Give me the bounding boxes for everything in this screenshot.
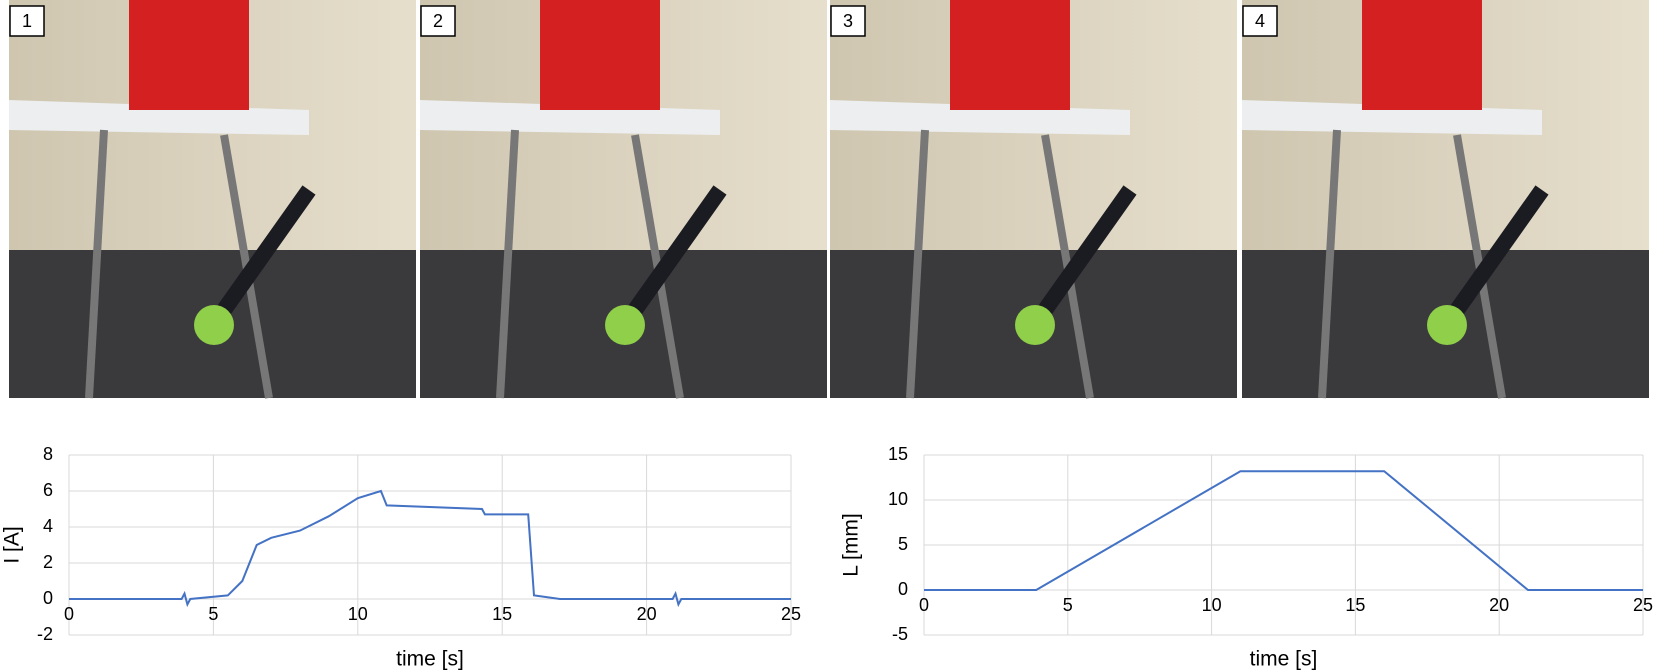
dumbbell xyxy=(1015,305,1055,345)
y-tick-label: 2 xyxy=(43,552,53,572)
dumbbell xyxy=(605,305,645,345)
robot-arm xyxy=(1038,185,1137,315)
robot-body xyxy=(1362,0,1482,110)
label-box xyxy=(830,5,866,37)
robot-arm xyxy=(217,185,316,315)
robot-body xyxy=(540,0,660,110)
x-tick-label: 10 xyxy=(1202,595,1222,615)
y-tick-label: 8 xyxy=(43,444,53,464)
y-tick-label: 10 xyxy=(888,489,908,509)
panel-label: 2 xyxy=(433,11,443,31)
x-axis-title: time [s] xyxy=(1250,648,1318,671)
x-tick-label: 0 xyxy=(919,595,929,615)
y-tick-label: -5 xyxy=(892,624,908,644)
x-axis-title: time [s] xyxy=(396,648,464,671)
table-leg xyxy=(496,129,519,399)
x-tick-label: 20 xyxy=(1489,595,1509,615)
x-tick-label: 5 xyxy=(1063,595,1073,615)
robot-body xyxy=(950,0,1070,110)
y-tick-label: 0 xyxy=(898,579,908,599)
x-tick-label: 25 xyxy=(781,604,801,624)
data-line xyxy=(924,470,1643,591)
x-tick-label: 20 xyxy=(637,604,657,624)
x-tick-label: 15 xyxy=(1345,595,1365,615)
panel-label: 3 xyxy=(843,11,853,31)
y-axis-title: L [mm] xyxy=(840,513,863,576)
x-tick-label: 5 xyxy=(208,604,218,624)
y-tick-label: 0 xyxy=(43,588,53,608)
y-tick-label: 5 xyxy=(898,534,908,554)
robot-body xyxy=(129,0,249,110)
label-box xyxy=(420,5,456,37)
panel-label: 4 xyxy=(1255,11,1265,31)
label-box xyxy=(9,5,45,37)
dumbbell xyxy=(194,305,234,345)
robot-arm xyxy=(628,185,727,315)
x-tick-label: 10 xyxy=(348,604,368,624)
y-axis-title: I [A] xyxy=(1,526,24,563)
robot-arm xyxy=(1450,185,1549,315)
table-leg xyxy=(85,129,108,399)
y-tick-label: 15 xyxy=(888,444,908,464)
table-leg xyxy=(906,129,929,399)
x-tick-label: 0 xyxy=(64,604,74,624)
x-tick-label: 25 xyxy=(1633,595,1653,615)
label-box xyxy=(1242,5,1278,37)
panel-label: 1 xyxy=(22,11,32,31)
x-tick-label: 15 xyxy=(492,604,512,624)
y-tick-label: 4 xyxy=(43,516,53,536)
dumbbell xyxy=(1427,305,1467,345)
data-line xyxy=(69,489,791,608)
table-leg xyxy=(1318,129,1341,399)
y-tick-label: 6 xyxy=(43,480,53,500)
y-tick-label: -2 xyxy=(37,624,53,644)
photo-panels: 1 2 3 4 xyxy=(9,0,1649,399)
